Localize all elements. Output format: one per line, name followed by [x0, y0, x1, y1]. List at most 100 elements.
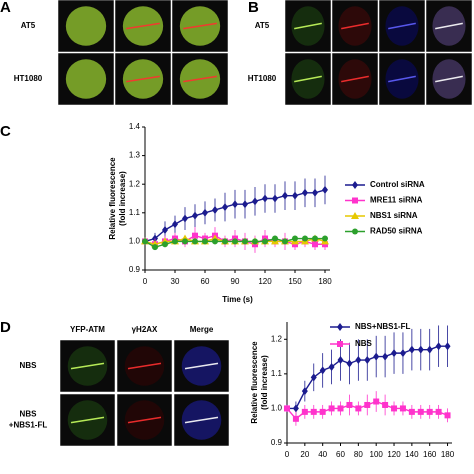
x-tick-label: 80	[354, 450, 363, 459]
panel-letter: B	[248, 0, 259, 16]
x-tick-label: 160	[423, 450, 437, 459]
damage-stripe	[184, 416, 219, 424]
legend-label: NBS1 siRNA	[370, 211, 418, 220]
marker	[312, 241, 318, 248]
y-tick-label: 1.1	[271, 369, 283, 378]
marker	[435, 342, 442, 351]
row-label: +NBS1-FL	[9, 421, 48, 430]
marker	[312, 235, 318, 242]
marker	[302, 188, 308, 197]
x-tick-label: 150	[288, 277, 302, 286]
x-tick-label: 60	[201, 277, 210, 286]
panel-letter: A	[0, 0, 11, 16]
y-axis-label: (fold increase)	[118, 171, 127, 226]
x-tick-label: 0	[143, 277, 148, 286]
damage-stripe	[341, 75, 369, 83]
x-tick-label: 60	[336, 450, 345, 459]
damage-stripe	[127, 362, 162, 370]
marker	[310, 373, 317, 382]
marker	[292, 415, 299, 422]
marker	[391, 349, 398, 358]
marker	[364, 401, 371, 408]
marker	[262, 194, 268, 203]
column-label: γH2AX	[132, 325, 158, 334]
damage-stripe	[388, 75, 416, 83]
marker	[262, 238, 268, 245]
marker	[346, 359, 353, 368]
y-tick-label: 1.0	[129, 237, 141, 246]
marker	[382, 352, 389, 361]
marker	[352, 197, 358, 204]
marker	[399, 405, 406, 412]
marker	[319, 408, 326, 415]
marker	[182, 214, 188, 223]
marker	[152, 244, 158, 251]
marker	[417, 345, 424, 354]
marker	[232, 200, 238, 209]
marker	[192, 238, 198, 245]
x-tick-label: 40	[318, 450, 327, 459]
x-tick-label: 90	[231, 277, 240, 286]
marker	[212, 238, 218, 245]
marker	[182, 238, 188, 245]
y-tick-label: 0.9	[129, 265, 141, 274]
marker	[202, 208, 208, 217]
marker	[252, 197, 258, 206]
column-label: YFP-ATM	[70, 325, 105, 334]
marker	[242, 238, 248, 245]
marker	[301, 387, 308, 396]
marker	[382, 401, 389, 408]
marker	[232, 238, 238, 245]
marker	[172, 220, 178, 229]
marker	[435, 408, 442, 415]
damage-stripe	[183, 75, 217, 83]
marker	[373, 398, 380, 405]
panel-letter: C	[0, 123, 11, 140]
marker	[444, 412, 451, 419]
marker	[292, 404, 299, 413]
marker	[292, 235, 298, 242]
marker	[355, 356, 362, 365]
marker	[391, 405, 398, 412]
damage-stripe	[126, 22, 160, 30]
marker	[417, 408, 424, 415]
marker	[399, 349, 406, 358]
marker	[337, 323, 343, 331]
marker	[352, 181, 358, 189]
marker	[282, 238, 288, 245]
x-axis-label: Time (s)	[222, 295, 253, 304]
marker	[172, 238, 178, 245]
row-label: AT5	[255, 21, 270, 30]
marker	[346, 401, 353, 408]
damage-stripe	[70, 416, 105, 424]
legend-label: NBS	[355, 339, 373, 348]
marker	[426, 408, 433, 415]
marker	[162, 225, 168, 234]
y-tick-label: 1.3	[129, 151, 141, 160]
x-tick-label: 180	[318, 277, 332, 286]
damage-stripe	[70, 362, 105, 370]
row-label: HT1080	[14, 74, 43, 83]
row-label: NBS	[20, 361, 38, 370]
marker	[352, 228, 358, 235]
marker	[426, 345, 433, 354]
damage-stripe	[184, 362, 219, 370]
marker	[282, 191, 288, 200]
x-tick-label: 120	[387, 450, 401, 459]
x-tick-label: 20	[300, 450, 309, 459]
column-label: Merge	[190, 325, 214, 334]
y-tick-label: 1.0	[271, 404, 283, 413]
damage-stripe	[341, 22, 369, 30]
marker	[328, 405, 335, 412]
marker	[302, 235, 308, 242]
marker	[162, 241, 168, 248]
damage-stripe	[435, 22, 463, 30]
damage-stripe	[127, 416, 162, 424]
legend-label: NBS+NBS1-FL	[355, 322, 410, 331]
marker	[272, 194, 278, 203]
marker	[222, 238, 228, 245]
damage-stripe	[388, 22, 416, 30]
y-axis-label: Relative fluorescence	[108, 157, 117, 240]
marker	[312, 188, 318, 197]
